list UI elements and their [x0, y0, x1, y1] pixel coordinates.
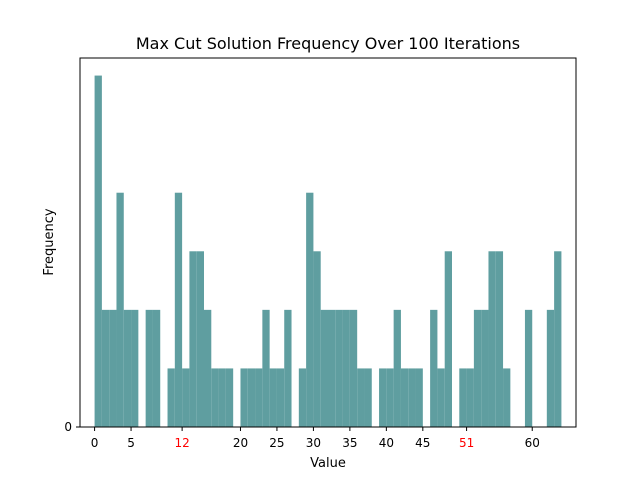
bar	[174, 192, 183, 427]
chart-title: Max Cut Solution Frequency Over 100 Iter…	[136, 34, 520, 53]
bar	[437, 368, 445, 427]
bar	[196, 251, 204, 427]
bar	[328, 309, 336, 427]
bar	[269, 368, 277, 427]
x-tick-label: 45	[415, 436, 430, 450]
bar	[276, 368, 285, 427]
bar	[167, 368, 175, 427]
bar	[481, 309, 489, 427]
x-axis-ticks: 0 5 12 20 25 30 35 40 45 51 60	[91, 427, 540, 450]
bar	[123, 309, 132, 427]
bar	[335, 309, 343, 427]
bar	[247, 368, 256, 427]
bar	[204, 309, 212, 427]
x-tick-label: 20	[233, 436, 248, 450]
bar	[211, 368, 219, 427]
x-tick-label: 40	[379, 436, 394, 450]
bar	[306, 192, 314, 427]
bar	[240, 368, 248, 427]
bar	[182, 368, 190, 427]
x-tick-label: 30	[306, 436, 321, 450]
bar	[109, 309, 117, 427]
bar	[430, 309, 438, 427]
bar	[189, 251, 197, 427]
bar	[262, 309, 270, 427]
bar	[386, 368, 394, 427]
bar	[524, 309, 533, 427]
bar	[408, 368, 416, 427]
plot-frame	[79, 57, 577, 428]
bar	[459, 368, 467, 427]
x-tick-label: 35	[342, 436, 357, 450]
bar	[554, 251, 562, 427]
x-tick-label: 25	[269, 436, 284, 450]
x-tick-label: 51	[459, 436, 474, 450]
bar	[284, 309, 292, 427]
x-tick-label: 0	[91, 436, 99, 450]
y-axis-ticks: 0	[64, 420, 80, 434]
bar	[116, 192, 124, 427]
bar	[503, 368, 511, 427]
bar	[313, 251, 321, 427]
bar	[379, 368, 387, 427]
bar	[298, 368, 307, 427]
bar	[101, 309, 110, 427]
bar	[473, 309, 482, 427]
bar	[145, 309, 153, 427]
bar	[444, 251, 452, 427]
bar	[415, 368, 423, 427]
bar	[320, 309, 328, 427]
bar	[131, 309, 139, 427]
bar	[364, 368, 372, 427]
bar	[94, 75, 102, 428]
bar	[342, 309, 350, 427]
bar	[488, 251, 496, 427]
bar	[225, 368, 234, 427]
y-axis-label: Frequency	[42, 208, 57, 275]
x-tick-label: 12	[174, 436, 189, 450]
bar	[466, 368, 474, 427]
bar	[357, 368, 365, 427]
x-tick-label: 5	[127, 436, 135, 450]
bar	[255, 368, 263, 427]
bar	[218, 368, 226, 427]
x-tick-label: 60	[525, 436, 540, 450]
bar	[400, 368, 409, 427]
bar	[349, 309, 358, 427]
bar	[152, 309, 161, 427]
bar	[546, 309, 555, 427]
bar	[495, 251, 504, 427]
y-tick-label: 0	[64, 420, 72, 434]
bar	[393, 309, 401, 427]
bar-group	[94, 75, 562, 428]
x-axis-label: Value	[310, 456, 346, 471]
